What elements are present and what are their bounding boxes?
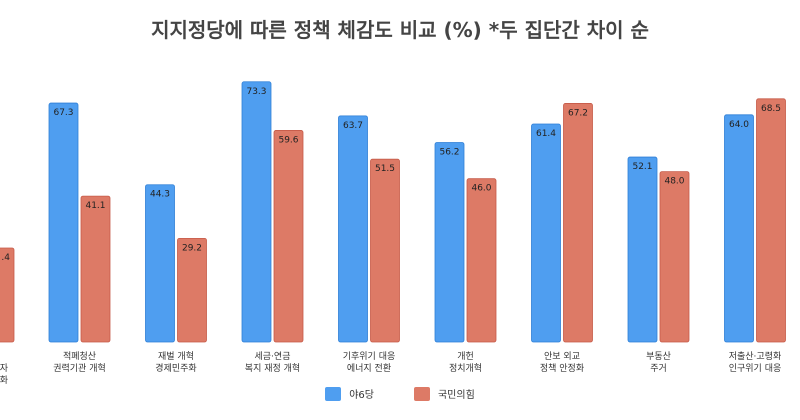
bar-value-label-1-3: 73.3 <box>246 87 266 97</box>
chart-title: 지지정당에 따른 정책 체감도 비교 (%) *두 집단간 차이 순 <box>151 18 649 42</box>
category-label-7-0: 부동산 <box>646 351 671 362</box>
bar-value-label-2-3: 59.6 <box>278 135 298 145</box>
category-label-4-0: 기후위기 대응 <box>343 351 396 362</box>
bar-1-1 <box>48 102 79 343</box>
bar-2-2 <box>177 237 207 343</box>
bar-1-6 <box>531 123 561 343</box>
bar-value-label-1-5: 56.2 <box>439 147 459 157</box>
bar-value-label-1-1: 67.3 <box>53 108 73 118</box>
legend-item-series-2: 국민의힘 <box>413 386 475 401</box>
bar-1-5 <box>434 142 465 343</box>
bar-value-label-1-2: 44.3 <box>150 190 170 200</box>
bar-value-label-2-6: 67.2 <box>568 108 588 118</box>
category-label-1-1: 권력기관 개혁 <box>53 362 106 374</box>
category-label-5-1: 정치개혁 <box>449 362 482 374</box>
bar-value-label-1-8: 64.0 <box>729 120 749 130</box>
bar-value-label-2-2: 29.2 <box>182 243 202 253</box>
bar-partial-2 <box>0 247 15 343</box>
bar-2-6 <box>563 103 593 343</box>
bar-1-4 <box>338 115 368 343</box>
bar-2-3 <box>273 130 304 343</box>
legend-item-series-1: 야6당 <box>325 386 374 401</box>
bar-2-7 <box>659 171 690 343</box>
bar-2-8 <box>756 98 786 343</box>
bar-value-label-2-8: 68.5 <box>761 104 781 114</box>
category-label-2-1: 경제민주화 <box>155 362 196 374</box>
bar-2-1 <box>80 195 111 343</box>
category-label-0-2: 화 <box>0 375 8 386</box>
legend: 야6당 국민의힘 <box>0 386 800 401</box>
category-label-1-0: 적폐청산 <box>63 350 96 362</box>
bar-value-label-2-1: 41.1 <box>85 201 105 211</box>
legend-label-series-2: 국민의힘 <box>437 390 475 401</box>
category-label-3-1: 복지 재정 개혁 <box>245 363 300 374</box>
category-label-6-0: 안보 외교 <box>544 350 580 362</box>
bar-value-label-1-4: 63.7 <box>343 121 363 131</box>
bar-2-4 <box>370 158 400 343</box>
bar-value-label-2-4: 51.5 <box>375 164 395 174</box>
category-label-2-0: 재벌 개혁 <box>158 351 194 362</box>
category-label-7-1: 주거 <box>650 363 667 374</box>
bar-2-5 <box>466 178 497 343</box>
legend-swatch-series-1 <box>325 386 342 401</box>
legend-label-series-1: 야6당 <box>349 390 374 401</box>
category-label-8-0: 저출산·고령화 <box>729 350 782 362</box>
bar-1-3 <box>241 81 272 343</box>
bar-value-label-2-7: 48.0 <box>664 177 684 187</box>
category-label-0-1: 자 <box>0 363 9 374</box>
bar-value-label-1-6: 61.4 <box>536 129 556 139</box>
bar-1-2 <box>145 184 175 343</box>
bar-1-8 <box>724 114 754 343</box>
bar-1-7 <box>627 156 658 343</box>
bar-value-label-2-5: 46.0 <box>471 184 491 194</box>
bar-value-label-1-7: 52.1 <box>632 162 652 172</box>
category-label-4-1: 에너지 전환 <box>347 362 391 374</box>
legend-swatch-series-2 <box>413 386 430 401</box>
category-label-5-0: 개헌 <box>457 351 474 362</box>
category-label-8-1: 인구위기 대응 <box>729 363 782 374</box>
category-label-6-1: 정책 안정화 <box>540 362 584 374</box>
bar-value-label-partial: .4 <box>1 253 10 263</box>
category-label-3-0: 세금·연금 <box>255 351 291 362</box>
